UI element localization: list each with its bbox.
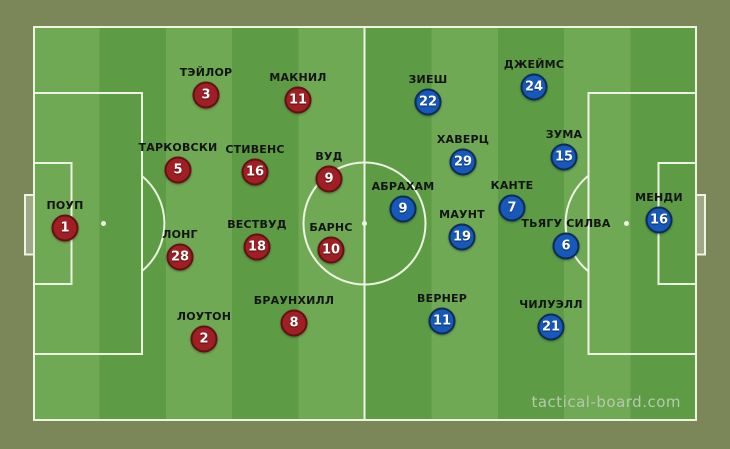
player-number-token[interactable]: 18 xyxy=(243,233,271,261)
player-name-label: ПОУП xyxy=(46,199,84,212)
player-number-token[interactable]: 16 xyxy=(241,158,269,186)
player-number-token[interactable]: 11 xyxy=(284,86,312,114)
player-name-label: ТЬЯГУ СИЛВА xyxy=(521,217,611,230)
player-number-token[interactable]: 5 xyxy=(164,156,192,184)
player-name-label: ВЕСТВУД xyxy=(227,218,287,231)
player-number: 1 xyxy=(60,220,70,236)
player-number: 16 xyxy=(649,212,669,228)
player-number-token[interactable]: 3 xyxy=(192,81,220,109)
player-number-token[interactable]: 8 xyxy=(280,309,308,337)
player-number-token[interactable]: 2 xyxy=(190,325,218,353)
player-name-label: БРАУНХИЛЛ xyxy=(253,294,335,307)
player-name-label: КАНТЕ xyxy=(490,179,534,192)
player-number: 29 xyxy=(453,154,473,170)
player-number-token[interactable]: 29 xyxy=(449,148,477,176)
player-name-label: МАКНИЛ xyxy=(269,71,327,84)
player-name-label: МЕНДИ xyxy=(635,191,683,204)
player-number: 16 xyxy=(245,164,265,180)
player-number-token[interactable]: 10 xyxy=(317,236,345,264)
player-name-label: ЗИЕШ xyxy=(408,73,448,86)
player-number: 7 xyxy=(507,200,517,216)
player-number-token[interactable]: 9 xyxy=(389,195,417,223)
player-number: 2 xyxy=(199,331,209,347)
player-number: 28 xyxy=(170,249,190,265)
player-number-token[interactable]: 19 xyxy=(448,223,476,251)
player-number: 5 xyxy=(173,162,183,178)
player-number-token[interactable]: 1 xyxy=(51,214,79,242)
player-number: 8 xyxy=(289,315,299,331)
player-name-label: ЗУМА xyxy=(545,128,583,141)
player-number: 24 xyxy=(524,79,544,95)
player-name-label: АБРАХАМ xyxy=(371,180,435,193)
player-number: 22 xyxy=(418,94,438,110)
player-number: 18 xyxy=(247,239,267,255)
player-number-token[interactable]: 22 xyxy=(414,88,442,116)
watermark: tactical-board.com xyxy=(531,393,681,411)
player-number-token[interactable]: 15 xyxy=(550,143,578,171)
player-number-token[interactable]: 11 xyxy=(428,307,456,335)
player-name-label: ТЭЙЛОР xyxy=(179,66,233,79)
player-number: 10 xyxy=(321,242,341,258)
player-name-label: ДЖЕЙМС xyxy=(503,58,565,71)
player-number-token[interactable]: 7 xyxy=(498,194,526,222)
player-name-label: ТАРКОВСКИ xyxy=(138,141,218,154)
player-name-label: ВУД xyxy=(315,150,343,163)
player-name-label: МАУНТ xyxy=(439,208,485,221)
player-number-token[interactable]: 28 xyxy=(166,243,194,271)
player-name-label: ВЕРНЕР xyxy=(417,292,467,305)
player-number: 6 xyxy=(561,238,571,254)
player-number: 21 xyxy=(541,319,561,335)
player-number-token[interactable]: 24 xyxy=(520,73,548,101)
player-name-label: ЛОУТОН xyxy=(176,310,232,323)
player-number-token[interactable]: 16 xyxy=(645,206,673,234)
player-number: 15 xyxy=(554,149,574,165)
player-number: 3 xyxy=(201,87,211,103)
player-name-label: ЛОНГ xyxy=(162,228,198,241)
player-name-label: БАРНС xyxy=(309,221,353,234)
player-number: 11 xyxy=(432,313,452,329)
player-number: 9 xyxy=(324,171,334,187)
player-name-label: ХАВЕРЦ xyxy=(436,133,490,146)
player-number: 19 xyxy=(452,229,472,245)
player-number-token[interactable]: 6 xyxy=(552,232,580,260)
player-number: 11 xyxy=(288,92,308,108)
player-name-label: ЧИЛУЭЛЛ xyxy=(519,298,583,311)
player-number-token[interactable]: 9 xyxy=(315,165,343,193)
player-number: 9 xyxy=(398,201,408,217)
player-number-token[interactable]: 21 xyxy=(537,313,565,341)
player-name-label: СТИВЕНС xyxy=(225,143,285,156)
